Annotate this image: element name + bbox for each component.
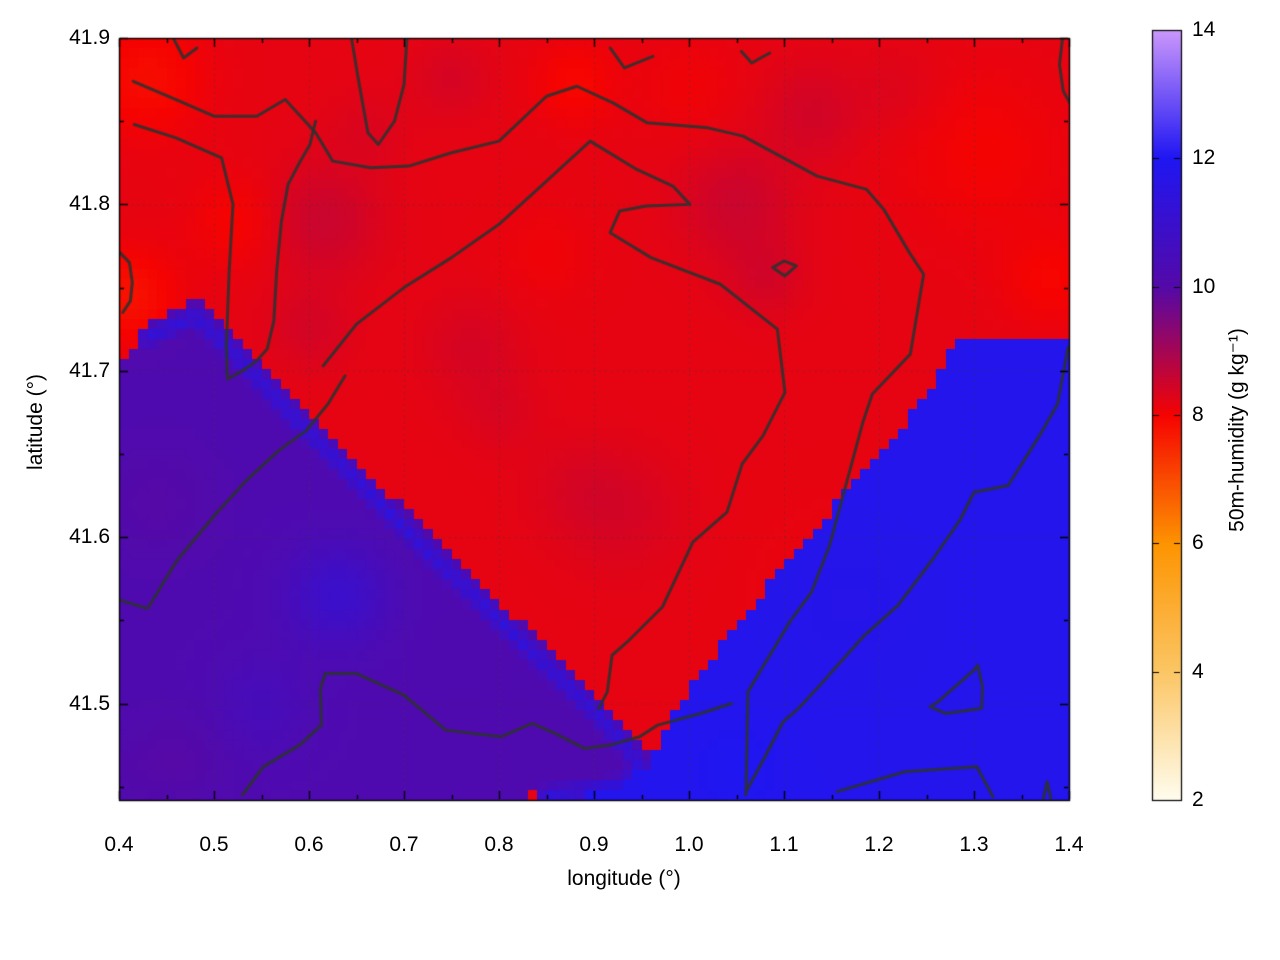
y-tick-label: 41.5 <box>69 691 110 715</box>
y-tick-label: 41.7 <box>69 358 110 382</box>
x-axis-label: longitude (°) <box>567 867 681 890</box>
x-tick-label: 0.8 <box>484 833 514 856</box>
x-tick-label: 0.4 <box>104 833 134 856</box>
x-tick-label: 0.6 <box>294 833 324 856</box>
x-tick-label: 0.7 <box>389 833 419 856</box>
x-tick-label: 1.0 <box>674 833 704 856</box>
y-tick-label: 41.8 <box>69 192 110 216</box>
x-tick-label: 1.3 <box>959 833 989 856</box>
x-tick-label: 1.4 <box>1054 833 1084 856</box>
colorbar-tick-label: 4 <box>1192 659 1204 683</box>
colorbar-tick-label: 2 <box>1192 788 1204 811</box>
colorbar-tick-label: 12 <box>1192 146 1216 170</box>
x-tick-label: 1.1 <box>769 833 799 856</box>
y-tick-label: 41.6 <box>69 525 110 549</box>
colorbar-tick-label: 6 <box>1192 531 1204 555</box>
colorbar-label: 50m-humidity (g kg⁻¹) <box>1225 328 1249 532</box>
x-tick-label: 0.9 <box>579 833 609 856</box>
x-tick-label: 1.2 <box>864 833 894 856</box>
y-axis-label: latitude (°) <box>24 374 47 470</box>
colorbar-tick-label: 14 <box>1192 18 1216 41</box>
colorbar-tick-label: 8 <box>1192 403 1204 426</box>
x-tick-label: 0.5 <box>199 833 229 856</box>
colorbar-tick-label: 10 <box>1192 274 1216 298</box>
y-tick-label: 41.9 <box>69 26 110 49</box>
